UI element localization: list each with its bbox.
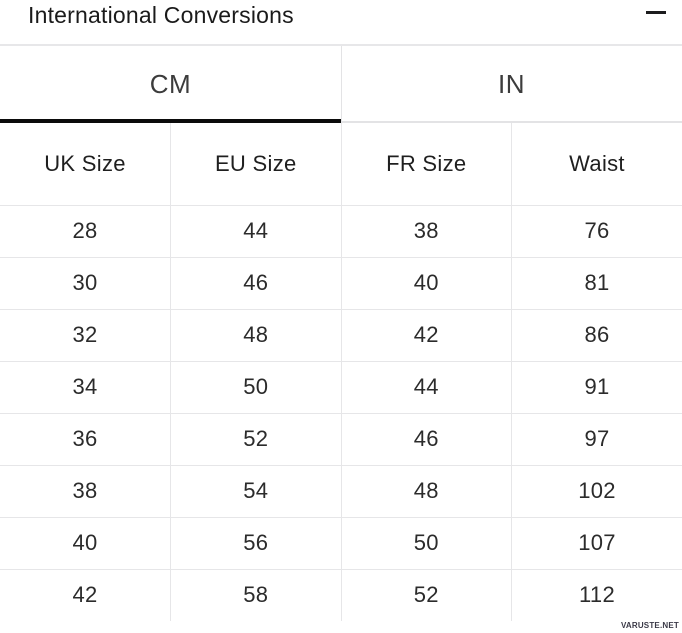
table-cell: 91 xyxy=(511,361,682,414)
table-cell: 42 xyxy=(341,309,512,362)
inactive-tab-underline xyxy=(341,121,682,123)
table-cell: 52 xyxy=(341,569,512,621)
table-cell: 48 xyxy=(341,465,512,518)
watermark: VARUSTE.NET xyxy=(620,621,679,630)
table-cell: 86 xyxy=(511,309,682,362)
title-bar: International Conversions xyxy=(0,0,682,46)
table-cell: 42 xyxy=(0,569,171,621)
table-cell: 52 xyxy=(170,413,342,466)
table-cell: 38 xyxy=(341,205,512,258)
table-row: 40 56 50 107 xyxy=(0,517,682,570)
table-row: 34 50 44 91 xyxy=(0,361,682,414)
table-cell: 76 xyxy=(511,205,682,258)
table-cell: 112 xyxy=(511,569,682,621)
table-row: 36 52 46 97 xyxy=(0,413,682,466)
table-header-row: UK Size EU Size FR Size Waist xyxy=(0,123,682,206)
table-cell: 54 xyxy=(170,465,342,518)
table-cell: 46 xyxy=(341,413,512,466)
table-cell: 44 xyxy=(341,361,512,414)
table-cell: 50 xyxy=(170,361,342,414)
table-cell: 107 xyxy=(511,517,682,570)
table-cell: 34 xyxy=(0,361,171,414)
column-header-waist: Waist xyxy=(511,123,682,206)
tab-in-label: IN xyxy=(498,69,525,99)
table-cell: 97 xyxy=(511,413,682,466)
column-header-uk-size: UK Size xyxy=(0,123,171,206)
table-cell: 32 xyxy=(0,309,171,362)
tab-in[interactable]: IN xyxy=(341,46,682,123)
table-cell: 40 xyxy=(0,517,171,570)
minus-icon xyxy=(646,11,666,14)
column-header-eu-size: EU Size xyxy=(170,123,342,206)
table-cell: 44 xyxy=(170,205,342,258)
table-row: 30 46 40 81 xyxy=(0,257,682,310)
page-title: International Conversions xyxy=(28,2,294,28)
table-row: 32 48 42 86 xyxy=(0,309,682,362)
tab-cm-label: CM xyxy=(149,69,192,99)
table-cell: 46 xyxy=(170,257,342,310)
table-cell: 48 xyxy=(170,309,342,362)
table-cell: 56 xyxy=(170,517,342,570)
table-cell: 40 xyxy=(341,257,512,310)
table-cell: 81 xyxy=(511,257,682,310)
column-header-fr-size: FR Size xyxy=(341,123,512,206)
active-tab-underline xyxy=(0,119,341,123)
table-row: 28 44 38 76 xyxy=(0,205,682,258)
table-row: 42 58 52 112 xyxy=(0,569,682,621)
table-cell: 102 xyxy=(511,465,682,518)
table-row: 38 54 48 102 xyxy=(0,465,682,518)
table-cell: 38 xyxy=(0,465,171,518)
collapse-button[interactable] xyxy=(644,2,668,23)
table-cell: 30 xyxy=(0,257,171,310)
tab-bar: CM IN xyxy=(0,46,682,123)
conversion-table: UK Size EU Size FR Size Waist 28 44 38 7… xyxy=(0,123,682,621)
table-cell: 58 xyxy=(170,569,342,621)
table-cell: 36 xyxy=(0,413,171,466)
tab-cm[interactable]: CM xyxy=(0,46,341,123)
table-cell: 28 xyxy=(0,205,171,258)
tab-divider xyxy=(341,46,342,121)
table-cell: 50 xyxy=(341,517,512,570)
